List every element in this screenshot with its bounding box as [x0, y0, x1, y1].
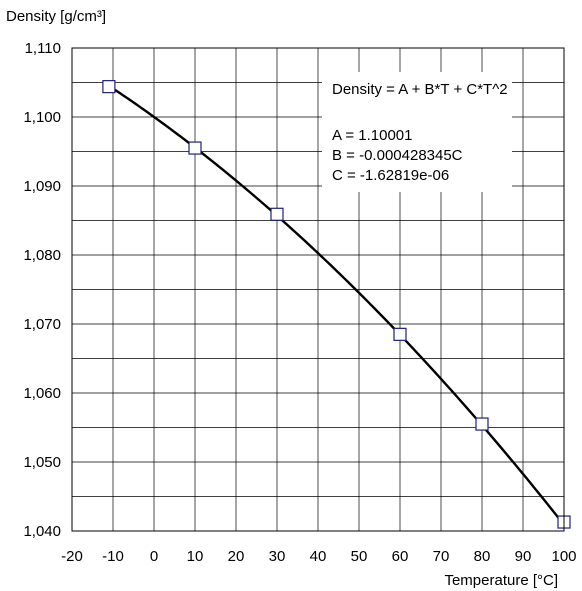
- fit-line: [108, 84, 565, 526]
- y-tick-label: 1,060: [23, 385, 61, 402]
- data-point: [475, 417, 489, 431]
- data-point: [188, 141, 202, 155]
- x-tick-label: -20: [61, 548, 83, 565]
- x-tick-label: 0: [150, 548, 158, 565]
- equation-box-bg: [322, 72, 512, 192]
- equation-line-a: A = 1.10001: [332, 127, 413, 144]
- x-tick-label: 20: [228, 548, 245, 565]
- x-tick-label: 40: [310, 548, 327, 565]
- x-tick-label: 60: [392, 548, 409, 565]
- equation-line-c: C = -1.62819e-06: [332, 167, 449, 184]
- y-tick-label: 1,070: [23, 316, 61, 333]
- y-axis-label: Density [g/cm³]: [6, 8, 106, 25]
- tick-labels: -20 -10 0 10 20 30 40 50 60 70 80 90 100 1,040 1,050 1,…: [23, 40, 576, 565]
- x-tick-label: -10: [102, 548, 124, 565]
- y-tick-label: 1,080: [23, 247, 61, 264]
- x-tick-label: 80: [474, 548, 491, 565]
- data-point: [270, 207, 284, 221]
- y-tick-label: 1,110: [25, 40, 61, 57]
- y-tick-label: 1,050: [23, 454, 61, 471]
- fit-curve: [108, 84, 565, 526]
- plot-frame: [71, 47, 565, 532]
- equation-line-1: Density = A + B*T + C*T^2: [332, 81, 508, 98]
- equation-box: Density = A + B*T + C*T^2 A = 1.10001 B …: [322, 72, 512, 192]
- x-tick-label: 90: [515, 548, 532, 565]
- x-axis-label: Temperature [°C]: [444, 572, 558, 589]
- x-tick-label: 10: [187, 548, 204, 565]
- x-tick-label: 100: [551, 548, 576, 565]
- y-tick-label: 1,040: [23, 523, 61, 540]
- x-tick-label: 30: [269, 548, 286, 565]
- equation-line-b: B = -0.000428345C: [332, 147, 463, 164]
- y-tick-label: 1,100: [23, 109, 61, 126]
- data-point: [393, 327, 407, 341]
- data-point: [102, 80, 116, 94]
- x-tick-label: 70: [433, 548, 450, 565]
- y-tick-label: 1,090: [23, 178, 61, 195]
- x-tick-label: 50: [351, 548, 368, 565]
